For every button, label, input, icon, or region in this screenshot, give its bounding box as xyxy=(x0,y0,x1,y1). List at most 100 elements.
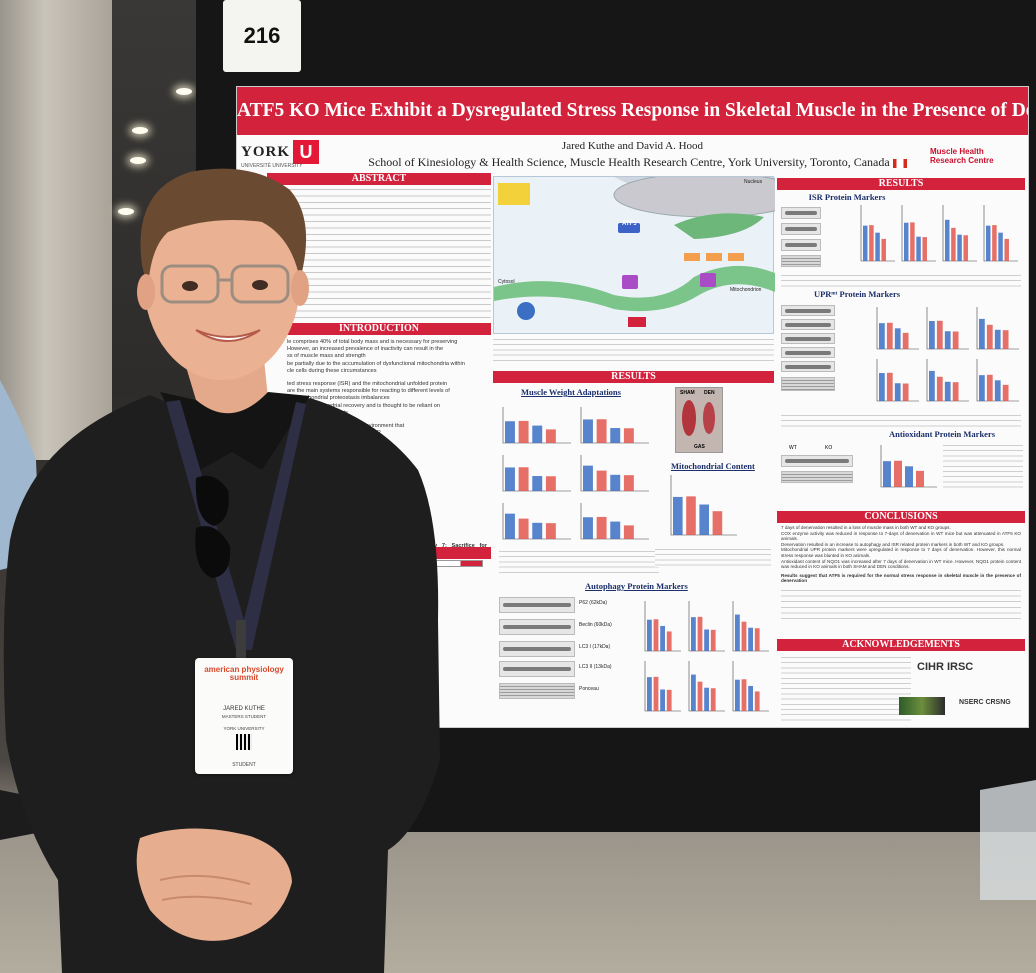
poster-title: ATF5 KO Mice Exhibit a Dysregulated Stre… xyxy=(237,87,1028,135)
conclusion-item: Antioxidant content of NQO1 was increase… xyxy=(781,558,1021,570)
mini-bar xyxy=(894,328,901,349)
mini-bar xyxy=(518,518,529,539)
mini-bar xyxy=(623,525,634,539)
future-directions xyxy=(781,587,1021,622)
band xyxy=(503,667,571,671)
abstract-body xyxy=(267,187,491,321)
intro-line: cking ATF5. xyxy=(287,486,317,493)
muscle-weight-svg xyxy=(502,407,649,540)
mini-bar xyxy=(518,467,529,491)
intro-line: process, we created a cellular environme… xyxy=(287,423,405,430)
mini-bar xyxy=(952,331,959,349)
intro-line: subsequent activation of the ISR/UPR xyxy=(287,430,381,437)
poster-authors: Jared Kuthe and David A. Hood xyxy=(561,140,704,152)
badge-name: JARED KUTHE xyxy=(223,706,265,712)
section-results-right: RESULTS xyxy=(777,178,1025,190)
antioxidant-blots: WT KO xyxy=(781,445,853,487)
badge-event: american physiology summit xyxy=(204,665,284,682)
gas-muscle-photo: SHAM DEN GAS xyxy=(675,387,723,453)
cox-caption xyxy=(655,547,771,567)
blot-label: Ponceau xyxy=(579,686,599,692)
mini-bar xyxy=(992,225,997,261)
target-gene-icon xyxy=(706,253,722,261)
ceiling-light xyxy=(176,88,192,95)
mini-bar xyxy=(710,688,716,711)
mini-bar xyxy=(754,691,760,711)
blot xyxy=(781,223,821,235)
mini-bar xyxy=(666,689,672,711)
pathway-caption xyxy=(493,337,774,365)
mini-bar xyxy=(879,373,885,401)
den-muscle xyxy=(703,402,715,434)
mini-bar xyxy=(881,238,886,261)
ceiling-light xyxy=(132,127,148,134)
mini-bar xyxy=(929,370,935,401)
mini-bar xyxy=(712,511,723,535)
blot-ponceau xyxy=(499,683,575,699)
mini-bar xyxy=(741,621,747,651)
mini-bar xyxy=(660,625,665,651)
nserc-logo: NSERC CRSNG xyxy=(959,699,1011,706)
isr-svg xyxy=(860,205,1018,262)
mini-bar xyxy=(505,421,515,443)
mini-bar xyxy=(979,318,985,349)
blot-label: LC3 I (17kDa) xyxy=(579,644,611,650)
mini-bar xyxy=(894,383,901,401)
ceiling-light xyxy=(130,157,146,164)
mini-bar xyxy=(875,232,880,261)
uprmt-svg xyxy=(876,307,1019,402)
nqo1-caption xyxy=(943,443,1023,489)
mini-bar xyxy=(691,617,696,651)
section-introduction: INTRODUCTION xyxy=(267,323,491,335)
mitochondrion-label: Mitochondrion xyxy=(730,287,762,293)
blot xyxy=(781,319,835,330)
mini-bar xyxy=(623,428,634,443)
uprmt-title: UPRᵐᵗ Protein Markers xyxy=(813,289,901,299)
sham-muscle xyxy=(682,400,696,436)
mini-bar xyxy=(532,425,543,443)
nqo1-svg xyxy=(880,445,937,488)
intro-line: are the main systems responsible for rea… xyxy=(287,388,450,395)
mini-bar xyxy=(545,476,556,491)
cox-chart xyxy=(667,473,767,545)
mini-bar xyxy=(944,331,951,349)
mini-bar xyxy=(902,332,909,349)
mini-bar xyxy=(910,222,915,261)
blot-lc3-ii xyxy=(499,661,575,677)
mini-bar xyxy=(596,516,607,539)
badge-type: STUDENT xyxy=(232,762,256,768)
blot xyxy=(781,361,835,372)
mini-bar xyxy=(944,381,951,401)
mini-bar xyxy=(886,322,893,349)
uprmt-caption xyxy=(781,413,1021,427)
mini-bar xyxy=(986,225,991,261)
section-results-middle: RESULTS xyxy=(493,371,774,383)
mini-bar xyxy=(686,496,696,535)
autophagy-title: Autophagy Protein Markers xyxy=(585,581,688,591)
atf5-label: ATF5 xyxy=(622,221,637,227)
intro-line: d its downstream targets xyxy=(287,409,348,416)
mini-bar xyxy=(610,428,621,443)
mini-bar xyxy=(518,420,529,443)
mini-bar xyxy=(583,419,593,443)
intro-subheading: tein Content xyxy=(327,585,368,593)
mini-bar xyxy=(610,521,621,539)
mini-bar xyxy=(735,614,740,651)
mini-bar xyxy=(505,467,515,491)
badge-role: MASTERS STUDENT xyxy=(221,714,267,719)
intro-line: nd mitochondrial proteostasis imbalances xyxy=(287,395,390,402)
mini-bar xyxy=(697,616,703,651)
cox-svg xyxy=(670,475,737,536)
ko-label: KO xyxy=(825,445,833,451)
mini-bar xyxy=(936,376,943,401)
uprmt-blots xyxy=(781,305,835,395)
blot-beclin xyxy=(499,619,575,635)
mini-bar xyxy=(945,219,950,261)
autophagy-blots xyxy=(499,591,577,699)
mini-bar xyxy=(952,382,959,401)
mini-bar xyxy=(994,329,1001,349)
target-gene-icon xyxy=(728,253,744,261)
blot-nqo1 xyxy=(781,455,853,467)
legend-box xyxy=(498,183,530,205)
